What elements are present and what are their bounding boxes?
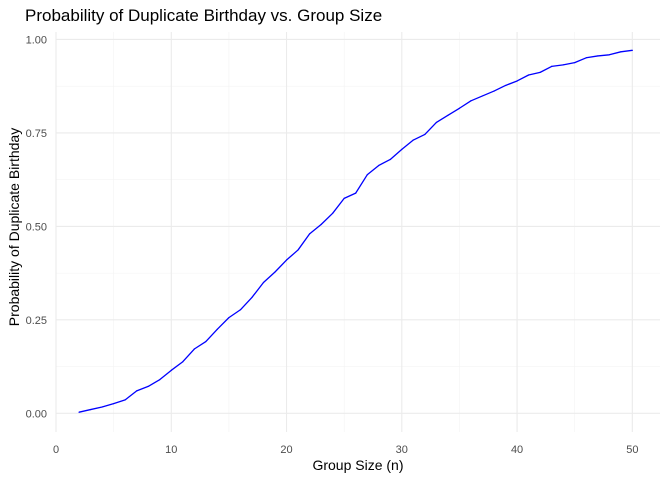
y-axis-tick-labels: 0.00 0.25 0.50 0.75 1.00: [26, 34, 47, 420]
data-point: [124, 399, 126, 401]
data-point: [343, 197, 345, 199]
data-point: [285, 259, 288, 261]
data-point: [493, 90, 495, 92]
data-point: [274, 271, 276, 273]
data-point: [585, 57, 587, 59]
y-tick-label: 1.00: [26, 34, 47, 46]
data-point: [216, 328, 218, 330]
y-tick-label: 0.50: [26, 221, 47, 233]
data-point: [424, 133, 426, 136]
data-point: [320, 223, 322, 226]
x-axis-tick-labels: 0 10 20 30 40 50: [53, 444, 639, 456]
data-point: [481, 95, 484, 97]
data-point: [551, 65, 553, 67]
data-point: [378, 164, 380, 167]
data-point: [113, 402, 115, 405]
data-point: [389, 158, 391, 161]
data-point: [435, 121, 437, 124]
data-point: [170, 369, 172, 371]
data-point: [193, 348, 195, 350]
data-point: [631, 49, 633, 51]
data-point: [136, 390, 138, 392]
data-point: [147, 385, 149, 387]
data-point: [297, 249, 299, 251]
x-tick-label: 30: [396, 444, 408, 456]
y-axis-title: Probability of Duplicate Birthday: [6, 128, 22, 326]
y-tick-label: 0.25: [26, 315, 47, 327]
data-point: [159, 379, 161, 381]
data-point: [251, 296, 253, 299]
data-point: [182, 361, 184, 363]
data-point: [89, 408, 92, 411]
data-point: [101, 406, 103, 408]
x-tick-label: 20: [280, 444, 292, 456]
data-point: [504, 84, 507, 87]
y-tick-label: 0.75: [26, 128, 47, 140]
x-tick-label: 0: [53, 444, 59, 456]
data-point: [401, 148, 403, 150]
data-point: [620, 51, 622, 53]
chart-title: Probability of Duplicate Birthday vs. Gr…: [25, 6, 382, 25]
data-point: [205, 340, 207, 343]
data-point: [574, 62, 576, 64]
data-point: [527, 74, 530, 76]
data-point: [332, 212, 334, 214]
data-point: [412, 139, 414, 141]
data-point: [470, 100, 472, 102]
series-layer: [78, 49, 633, 413]
x-axis-title: Group Size (n): [312, 457, 403, 473]
data-point: [262, 281, 265, 284]
x-tick-label: 40: [511, 444, 523, 456]
data-point: [447, 114, 449, 116]
data-point: [597, 55, 599, 57]
data-point: [366, 174, 368, 176]
data-point: [458, 107, 461, 109]
data-point: [228, 317, 230, 319]
data-point: [355, 192, 357, 194]
data-point: [608, 54, 610, 56]
data-point: [239, 309, 242, 311]
x-tick-label: 50: [626, 444, 638, 456]
data-point: [539, 71, 541, 73]
data-point: [562, 64, 564, 66]
minor-gridlines: [56, 32, 660, 432]
x-tick-label: 10: [165, 444, 177, 456]
y-tick-label: 0.00: [26, 408, 47, 420]
data-point: [78, 411, 80, 413]
data-point: [516, 80, 518, 82]
major-gridlines: [55, 32, 660, 432]
data-point: [308, 233, 311, 235]
